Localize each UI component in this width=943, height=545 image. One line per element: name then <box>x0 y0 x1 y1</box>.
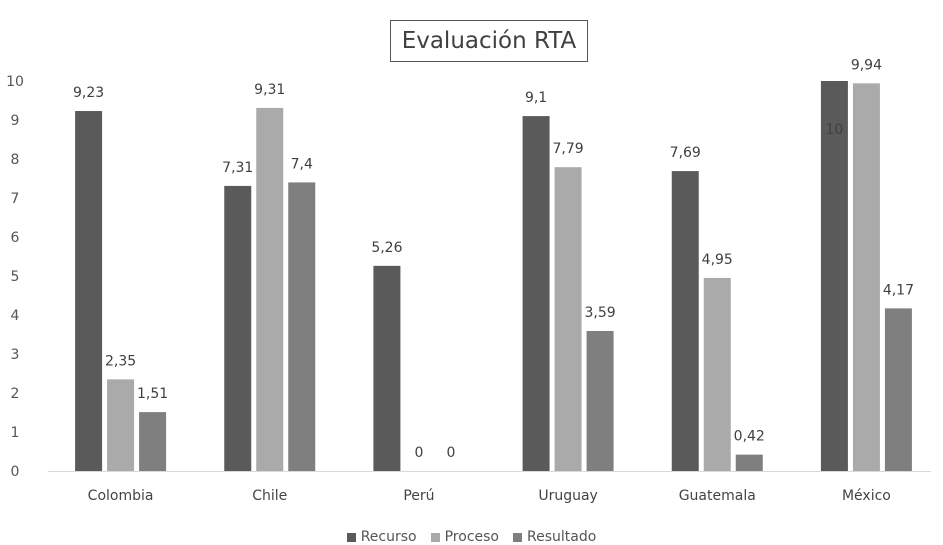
legend-label: Proceso <box>444 529 499 545</box>
bar-proceso <box>554 167 582 471</box>
x-category-label: Chile <box>252 488 287 504</box>
bar-resultado <box>288 182 316 471</box>
y-tick-label: 8 <box>11 152 20 168</box>
y-tick-label: 4 <box>11 308 20 324</box>
data-label: 3,59 <box>584 305 615 321</box>
data-label: 5,26 <box>371 240 402 256</box>
bar-recurso <box>820 81 848 471</box>
bar-recurso <box>522 116 550 471</box>
x-category-label: Uruguay <box>538 488 598 504</box>
data-label: 0 <box>446 445 455 461</box>
bar-resultado <box>139 412 167 471</box>
y-tick-label: 2 <box>11 386 20 402</box>
bar-recurso <box>373 265 401 471</box>
x-category-label: Colombia <box>88 488 154 504</box>
data-label: 7,69 <box>670 145 701 161</box>
y-tick-label: 5 <box>11 269 20 285</box>
y-tick-label: 0 <box>11 464 20 480</box>
y-tick-label: 10 <box>6 74 24 90</box>
legend-item: Proceso <box>430 529 499 545</box>
legend-item: Resultado <box>513 529 596 545</box>
y-tick-label: 3 <box>11 347 20 363</box>
x-category-label: Perú <box>403 488 434 504</box>
bar-recurso <box>671 171 699 471</box>
x-category-label: México <box>842 488 891 504</box>
legend-label: Recurso <box>360 529 417 545</box>
data-label: 9,23 <box>73 85 104 101</box>
legend-swatch <box>346 532 356 542</box>
data-label: 9,1 <box>525 90 547 106</box>
data-label: 10 <box>826 122 844 138</box>
bar-proceso <box>852 83 880 471</box>
data-label: 1,51 <box>137 386 168 402</box>
legend-label: Resultado <box>527 529 597 545</box>
bar-resultado <box>735 454 763 471</box>
bar-resultado <box>884 308 912 471</box>
data-label: 4,95 <box>702 252 733 268</box>
legend-item: Recurso <box>346 529 417 545</box>
y-tick-label: 7 <box>11 191 20 207</box>
y-tick-label: 6 <box>11 230 20 246</box>
legend-swatch <box>430 532 440 542</box>
chart-title: Evaluación RTA <box>390 20 588 62</box>
data-label: 7,31 <box>222 160 253 176</box>
x-category-label: Guatemala <box>679 488 756 504</box>
bar-resultado <box>586 330 614 471</box>
bar-proceso <box>703 277 731 471</box>
data-label: 9,94 <box>851 57 882 73</box>
data-label: 7,79 <box>552 141 583 157</box>
data-label: 0,42 <box>734 429 765 445</box>
legend-swatch <box>513 532 522 542</box>
bar-proceso <box>107 379 135 471</box>
legend: Recurso Proceso Resultado <box>0 529 943 545</box>
data-label: 2,35 <box>105 353 136 369</box>
data-label: 7,4 <box>291 156 313 172</box>
data-label: 4,17 <box>883 282 914 298</box>
y-tick-label: 1 <box>11 425 20 441</box>
bar-proceso <box>256 107 284 471</box>
data-label: 9,31 <box>254 82 285 98</box>
data-label: 0 <box>414 445 423 461</box>
bar-recurso <box>224 185 252 471</box>
y-tick-label: 9 <box>11 113 20 129</box>
bar-recurso <box>75 111 103 471</box>
